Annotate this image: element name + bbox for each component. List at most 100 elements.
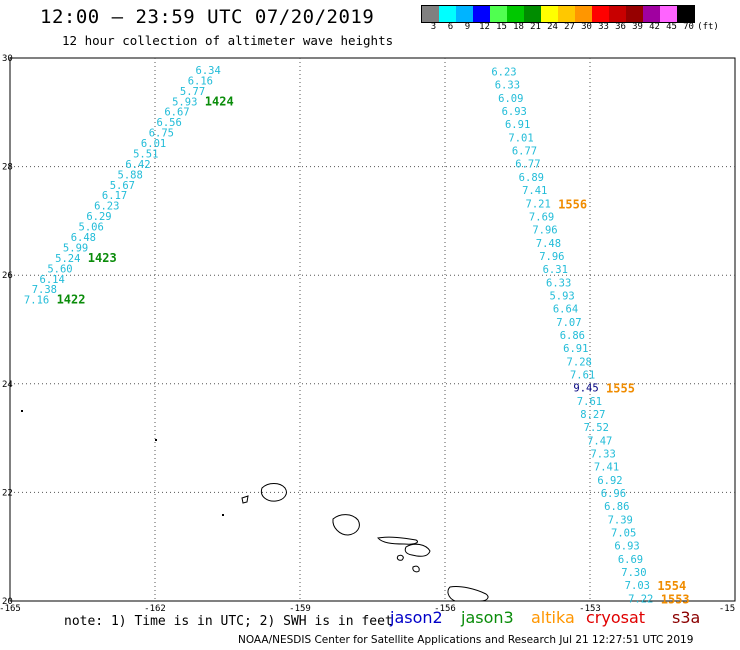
wave-height-value: 5.93 <box>549 290 574 302</box>
lat-tick-label: 28 <box>2 163 13 173</box>
wave-height-value: 7.03 <box>625 580 650 592</box>
color-swatch <box>677 6 694 22</box>
island-outline <box>377 536 418 545</box>
wave-height-value: 5.24 <box>55 253 80 265</box>
wave-height-value: 7.96 <box>532 225 557 237</box>
color-scale-tick-label: 42 <box>649 22 660 32</box>
color-scale-tick-label: 3 <box>430 22 437 32</box>
wave-height-value: 7.41 <box>522 185 547 197</box>
color-scale-tick-label: 36 <box>615 22 626 32</box>
wave-height-value: 6.09 <box>498 93 523 105</box>
color-scale-bar <box>421 5 695 23</box>
wave-height-value: 6.23 <box>94 201 119 213</box>
wave-height-value: 6.42 <box>125 159 150 171</box>
island-dot <box>21 410 23 412</box>
wave-height-value: 7.41 <box>594 462 619 474</box>
color-swatch <box>541 6 558 22</box>
wave-height-value: 6.93 <box>614 541 639 553</box>
wave-height-value: 6.77 <box>515 159 540 171</box>
wave-height-value: 6.91 <box>505 119 530 131</box>
color-scale-tick-label: 30 <box>581 22 592 32</box>
wave-height-value: 7.52 <box>584 422 609 434</box>
island-outline <box>412 565 420 573</box>
wave-height-value: 7.69 <box>529 211 554 223</box>
wave-height-value: 7.07 <box>556 317 581 329</box>
color-swatch <box>439 6 456 22</box>
wave-height-value: 6.33 <box>546 277 571 289</box>
wave-height-value: 7.96 <box>539 251 564 263</box>
lat-tick-label: 20 <box>2 597 13 607</box>
color-swatch <box>609 6 626 22</box>
wave-height-value: 7.47 <box>587 435 612 447</box>
wave-height-value: 6.92 <box>597 475 622 487</box>
color-scale-tick-label: 15 <box>496 22 507 32</box>
color-scale-tick-label: 33 <box>598 22 609 32</box>
color-scale-tick-label: 18 <box>513 22 524 32</box>
wave-height-value: 6.89 <box>519 172 544 184</box>
wave-height-value: 5.60 <box>47 263 72 275</box>
color-scale-tick-label: 24 <box>547 22 558 32</box>
color-swatch <box>643 6 660 22</box>
color-scale-tick-label: 21 <box>530 22 541 32</box>
color-scale-tick-label: 39 <box>632 22 643 32</box>
lat-tick-label: 30 <box>2 54 13 64</box>
wave-height-value: 5.67 <box>110 180 135 192</box>
pass-time-label: 1554 <box>657 579 686 593</box>
wave-height-value: 6.86 <box>604 501 629 513</box>
color-scale-tick-label: 6 <box>447 22 454 32</box>
lon-tick-label: -15 <box>719 604 735 614</box>
wave-height-value: 5.77 <box>180 86 205 98</box>
island-outline <box>241 495 249 504</box>
lat-tick-label: 22 <box>2 488 13 498</box>
wave-height-value: 6.33 <box>495 80 520 92</box>
island-outline <box>260 483 287 502</box>
satellite-label-jason3: jason3 <box>461 608 514 627</box>
wave-height-value: 6.93 <box>502 106 527 118</box>
pass-time-label: 1423 <box>88 251 117 265</box>
color-scale-tick-label: 9 <box>464 22 471 32</box>
wave-height-value: 7.16 <box>24 295 49 307</box>
wave-height-value: 7.48 <box>536 238 561 250</box>
wave-height-value: 5.51 <box>133 148 158 160</box>
wave-height-value: 6.14 <box>40 274 65 286</box>
wave-height-value: 7.38 <box>32 284 57 296</box>
lon-tick-label: -153 <box>579 604 601 614</box>
wave-height-value: 7.28 <box>567 356 592 368</box>
pass-time-label: 1555 <box>606 382 635 396</box>
island-outline <box>404 543 431 557</box>
satellite-label-altika: altika <box>531 608 575 627</box>
wave-height-value: 6.64 <box>553 304 578 316</box>
wave-height-value: 7.61 <box>577 396 602 408</box>
color-scale-tick-label: 45 <box>666 22 677 32</box>
satellite-label-cryosat: cryosat <box>586 608 646 627</box>
map-frame <box>9 57 736 602</box>
page-subtitle: 12 hour collection of altimeter wave hei… <box>62 33 394 48</box>
wave-height-value: 7.01 <box>508 132 533 144</box>
wave-height-value: 7.21 <box>526 198 551 210</box>
lon-tick-label: -162 <box>144 604 166 614</box>
wave-height-value: 6.86 <box>560 330 585 342</box>
wave-height-value: 6.29 <box>86 211 111 223</box>
wave-height-value: 6.16 <box>188 75 213 87</box>
wave-height-value: 6.96 <box>601 488 626 500</box>
island-outline <box>332 514 360 536</box>
color-swatch <box>626 6 643 22</box>
color-swatch <box>473 6 490 22</box>
pass-time-label: 1556 <box>558 197 587 211</box>
lon-tick-label: -156 <box>434 604 456 614</box>
island-outline <box>396 554 404 561</box>
wave-height-value: 6.77 <box>512 146 537 158</box>
page-title: 12:00 – 23:59 UTC 07/20/2019 <box>40 6 375 28</box>
wave-height-value: 6.56 <box>157 117 182 129</box>
pass-time-label: 1422 <box>57 293 86 307</box>
wave-height-value: 9.45 <box>573 383 598 395</box>
wave-height-value: 7.30 <box>621 567 646 579</box>
color-swatch <box>422 6 439 22</box>
island-dot <box>222 514 224 516</box>
color-swatch <box>660 6 677 22</box>
color-scale-tick-label: 12 <box>479 22 490 32</box>
satellite-label-s3a: s3a <box>672 608 701 627</box>
pass-time-label: 1553 <box>661 592 690 606</box>
footer-note: note: 1) Time is in UTC; 2) SWH is in fe… <box>64 614 393 629</box>
wave-height-value: 5.06 <box>79 222 104 234</box>
